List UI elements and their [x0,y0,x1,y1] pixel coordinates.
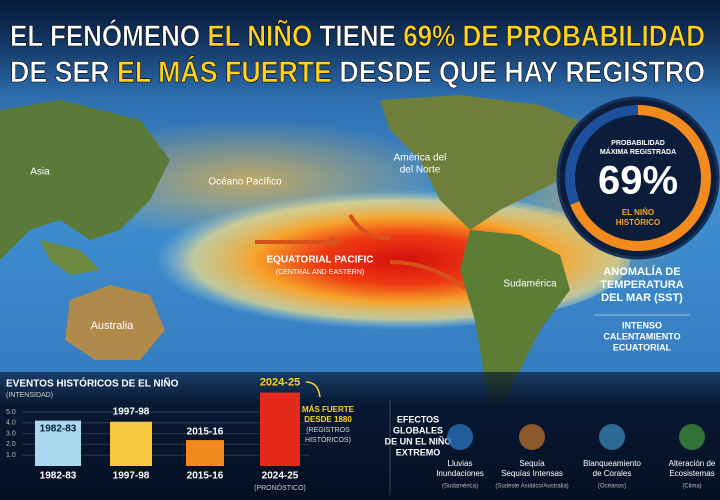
title-segment: EL MÁS FUERTE [117,55,332,89]
effect-name: Alteración de [669,459,716,468]
effect-icon [447,424,473,450]
effect-icon [599,424,625,450]
y-tick-label: 2.0 [6,441,16,448]
map-label: Asia [30,167,50,178]
map-label: América del [394,153,447,164]
title-segment: EL FENÓMENO [10,19,207,53]
title-segment: DE SER [10,56,117,89]
effects-title: EXTREMO [396,447,441,457]
effect-name: Ecosistemas [669,469,714,478]
x-tick-note: (PRONÓSTICO) [254,483,306,492]
zone-label: (CENTRAL AND EASTERN) [276,269,364,276]
effect-name: Sequía [519,459,545,468]
map-label: Sudamérica [503,279,557,290]
bar [186,440,224,466]
x-tick-label: 1997-98 [113,471,150,482]
gauge-note: HISTÓRICO [616,218,660,227]
title-segment: 69% DE PROBABILIDAD [403,20,705,53]
gauge-caption: PROBABILIDAD [611,140,665,147]
effect-name: de Corales [593,469,632,478]
effect-region: (Océanos) [598,484,626,490]
bar-label: 2024-25 [260,376,300,388]
effect-icon [519,424,545,450]
gauge-note: EL NIÑO [622,208,654,217]
effect-region: (Clima) [682,484,701,490]
gauge-value: 69% [598,159,678,203]
x-tick-label: 2015-16 [187,471,224,482]
gauge-caption: MÁXIMA REGISTRADA [600,147,676,156]
y-tick-label: 5.0 [6,409,16,416]
effect-name: Sequías Intensas [501,469,563,478]
bar [110,421,152,466]
map-label: Australia [91,320,135,332]
y-tick-label: 4.0 [6,420,16,427]
effect-name: Inundaciones [436,469,484,478]
annotation-arrow [305,381,321,398]
title-segment: EL NIÑO [207,19,312,53]
side-text: CALENTAMIENTO [603,331,680,341]
gauge-arc [570,105,711,251]
annotation: MÁS FUERTE [302,405,355,414]
effects-title: EFECTOS [397,414,439,424]
bar [35,420,81,466]
map-label: del Norte [400,165,441,176]
side-text: TEMPERATURA [600,279,684,291]
effect-icon [679,424,705,450]
effects-title: DE UN EL NIÑO [385,436,452,446]
x-tick-label: 1982-83 [40,471,77,482]
chart-title: EVENTOS HISTÓRICOS DE EL NIÑO [6,377,179,390]
effects-title: GLOBALES [393,425,443,435]
effect-region: (Sudamérica) [442,484,478,490]
effect-region: (Sudeste Asiático/Australia) [495,484,568,490]
title-line: EL FENÓMENO EL NIÑO TIENE 69% DE PROBABI… [10,19,705,53]
annotation: HISTÓRICOS) [305,435,351,444]
title-segment: TIENE [312,20,403,53]
title-line: DE SER EL MÁS FUERTE DESDE QUE HAY REGIS… [10,55,705,89]
bar-label: 2015-16 [187,427,224,438]
annotation: DESDE 1880 [304,415,352,424]
effect-name: Lluvias [448,459,473,468]
bar-label: 1997-98 [113,406,150,417]
side-text: DEL MAR (SST) [601,292,683,304]
x-tick-label: 2024-25 [262,471,299,482]
y-tick-label: 3.0 [6,430,16,437]
y-tick-label: 1.0 [6,452,16,459]
bar [260,392,300,466]
side-text: INTENSO [622,320,662,330]
side-text: ECUATORIAL [613,342,672,352]
map-label: Océano Pacífico [208,177,282,188]
title-segment: DESDE QUE HAY REGISTRO [332,56,705,89]
chart-subtitle: (INTENSIDAD) [6,392,53,399]
bar-label: 1982-83 [40,423,77,434]
side-text: ANOMALÍA DE [603,265,680,278]
zone-label: EQUATORIAL PACIFIC [266,255,373,266]
effect-name: Blanqueamiento [583,459,641,468]
annotation: (REGISTROS [306,427,350,434]
